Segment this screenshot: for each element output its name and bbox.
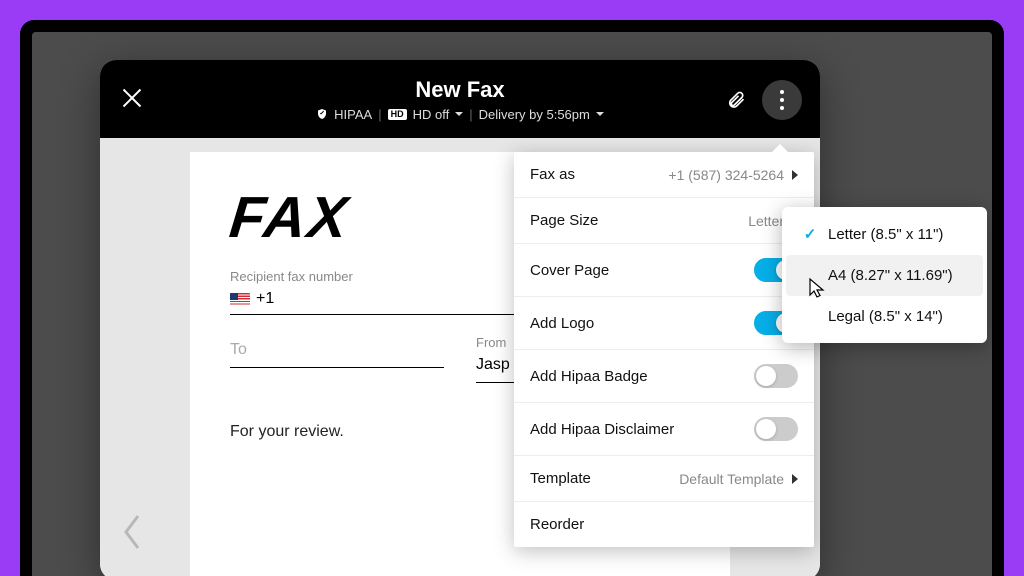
hd-status[interactable]: HD off: [413, 107, 450, 122]
chevron-right-icon: [792, 170, 798, 180]
dial-prefix: +1: [256, 290, 274, 308]
modal-header: New Fax HIPAA | HD HD off | Delivery by …: [100, 60, 820, 138]
menu-item-label: Add Logo: [530, 315, 594, 332]
option-label: Letter (8.5" x 11"): [828, 226, 943, 243]
menu-item-label: Page Size: [530, 212, 598, 229]
header-actions: [726, 80, 802, 120]
option-label: A4 (8.27" x 11.69"): [828, 267, 953, 284]
chevron-right-icon: [792, 474, 798, 484]
page-size-value: Letter: [748, 213, 784, 229]
menu-item-label: Fax as: [530, 166, 575, 183]
shield-icon: [316, 108, 328, 120]
menu-item-label: Cover Page: [530, 262, 609, 279]
delivery-time[interactable]: Delivery by 5:56pm: [479, 107, 590, 122]
chevron-down-icon: [596, 112, 604, 116]
chevron-down-icon: [455, 112, 463, 116]
menu-item-label: Add Hipaa Disclaimer: [530, 421, 674, 438]
pagesize-option-letter[interactable]: ✓ Letter (8.5" x 11"): [786, 213, 983, 255]
template-value: Default Template: [679, 471, 784, 487]
fax-logo: FAX: [226, 184, 352, 251]
frame-background: New Fax HIPAA | HD HD off | Delivery by …: [0, 0, 1024, 576]
to-input[interactable]: To: [230, 335, 444, 368]
hipaa-label: HIPAA: [334, 107, 372, 122]
prev-page-button[interactable]: [118, 512, 146, 552]
menu-add-hipaa-disclaimer[interactable]: Add Hipaa Disclaimer: [514, 403, 814, 456]
new-fax-modal: New Fax HIPAA | HD HD off | Delivery by …: [100, 60, 820, 576]
hipaa-disclaimer-toggle[interactable]: [754, 417, 798, 441]
menu-item-label: Add Hipaa Badge: [530, 368, 648, 385]
menu-add-logo[interactable]: Add Logo: [514, 297, 814, 350]
close-icon[interactable]: [118, 84, 146, 112]
menu-cover-page[interactable]: Cover Page: [514, 244, 814, 297]
menu-add-hipaa-badge[interactable]: Add Hipaa Badge: [514, 350, 814, 403]
check-icon: ✓: [804, 225, 817, 243]
menu-item-label: Reorder: [530, 516, 584, 533]
menu-template[interactable]: Template Default Template: [514, 456, 814, 502]
pagesize-option-legal[interactable]: Legal (8.5" x 14"): [786, 296, 983, 337]
hd-badge-icon: HD: [388, 109, 407, 120]
flag-icon[interactable]: [230, 293, 250, 306]
header-sub: HIPAA | HD HD off | Delivery by 5:56pm: [316, 107, 604, 122]
hipaa-badge-toggle[interactable]: [754, 364, 798, 388]
modal-title: New Fax: [415, 77, 504, 103]
more-button[interactable]: [762, 80, 802, 120]
options-menu: Fax as +1 (587) 324-5264 Page Size Lette…: [514, 152, 814, 547]
to-field: To: [230, 335, 444, 383]
menu-reorder[interactable]: Reorder: [514, 502, 814, 547]
menu-fax-as[interactable]: Fax as +1 (587) 324-5264: [514, 152, 814, 198]
screen: New Fax HIPAA | HD HD off | Delivery by …: [32, 32, 992, 576]
page-size-submenu: ✓ Letter (8.5" x 11") A4 (8.27" x 11.69"…: [782, 207, 987, 343]
menu-item-label: Template: [530, 470, 591, 487]
option-label: Legal (8.5" x 14"): [828, 308, 943, 325]
paperclip-icon[interactable]: [726, 88, 746, 112]
menu-page-size[interactable]: Page Size Letter: [514, 198, 814, 244]
pagesize-option-a4[interactable]: A4 (8.27" x 11.69"): [786, 255, 983, 296]
fax-as-value: +1 (587) 324-5264: [668, 167, 784, 183]
monitor-bezel: New Fax HIPAA | HD HD off | Delivery by …: [20, 20, 1004, 576]
